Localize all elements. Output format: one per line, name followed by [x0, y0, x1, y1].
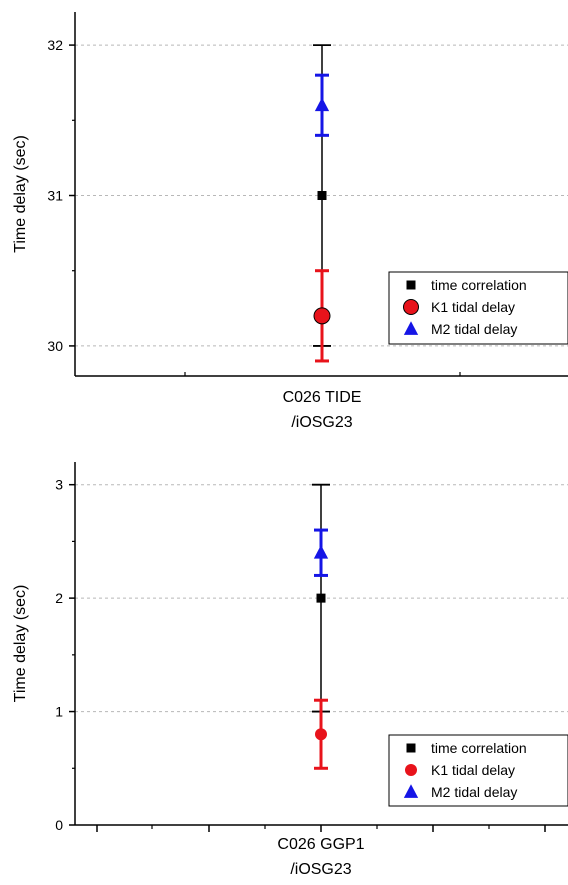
legend-marker-circle [403, 299, 419, 315]
legend-label: M2 tidal delay [431, 784, 517, 800]
chart-tide-svg: 30 31 32 Time delay (sec) C026 TIDE/iOSG23 ti… [12, 12, 568, 431]
data-point-triangle [313, 544, 329, 559]
legend-marker-square [406, 280, 416, 290]
y-tick-label: 2 [55, 590, 63, 606]
data-point-circle [313, 307, 331, 325]
y-tick-label: 31 [47, 188, 63, 204]
y-axis-label: Time delay (sec) [12, 585, 29, 703]
x-category-label: /iOSG23 [291, 414, 352, 431]
legend-marker-triangle [403, 321, 419, 335]
legend-label: time correlation [431, 740, 527, 756]
legend-marker-circle [405, 764, 417, 776]
data-point-triangle [314, 97, 330, 112]
legend-marker-triangle [403, 784, 419, 798]
chart-ggp1: 0 1 2 3 Time delay (sec) C026 GGP1/iOSG23 time… [0, 442, 568, 885]
x-category-label: C026 TIDE [283, 389, 362, 406]
legend-label: M2 tidal delay [431, 321, 517, 337]
data-point-circle [315, 728, 327, 741]
x-category-label: /iOSG23 [290, 861, 351, 878]
data-point-square [317, 191, 327, 201]
x-category-label: C026 GGP1 [277, 836, 364, 853]
legend-label: K1 tidal delay [431, 762, 515, 778]
legend-marker-square [406, 743, 416, 753]
chart-ggp1-svg: 0 1 2 3 Time delay (sec) C026 GGP1/iOSG23 time… [12, 462, 568, 878]
y-tick-label: 0 [55, 817, 63, 833]
y-tick-label: 3 [55, 477, 63, 493]
legend-box [388, 734, 568, 807]
data-point-square [316, 593, 326, 603]
chart-tide: 30 31 32 Time delay (sec) C026 TIDE/iOSG23 ti… [0, 0, 568, 442]
y-tick-label: 32 [47, 37, 63, 53]
y-axis-label: Time delay (sec) [12, 135, 29, 253]
legend-label: time correlation [431, 277, 527, 293]
y-tick-label: 1 [55, 704, 63, 720]
legend-label: K1 tidal delay [431, 299, 515, 315]
y-tick-label: 30 [47, 338, 63, 354]
